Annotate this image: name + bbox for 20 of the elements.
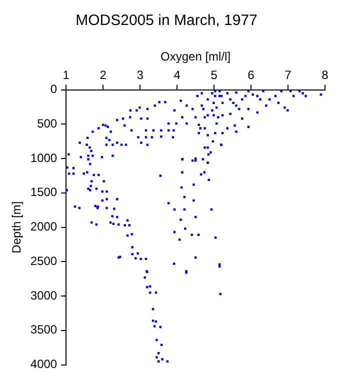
x-tick-label: 3 — [136, 68, 144, 82]
x-tick-label: 2 — [100, 68, 107, 82]
y-tick-label: 2000 — [30, 220, 58, 234]
x-tick-label: 8 — [322, 68, 329, 82]
x-tick-label: 6 — [248, 68, 255, 82]
y-tick-label: 500 — [37, 116, 58, 130]
x-tick-label: 7 — [284, 68, 292, 82]
y-axis-title: Depth [m] — [10, 201, 24, 254]
y-tick-label: 0 — [50, 82, 58, 96]
y-tick-label: 3500 — [30, 322, 58, 337]
x-axis-title: Oxygen [ml/l] — [160, 50, 231, 64]
x-tick-label: 5 — [210, 68, 218, 82]
y-tick-label: 1500 — [30, 185, 58, 200]
x-tick-label: 4 — [174, 68, 181, 82]
chart-title: MODS2005 in March, 1977 — [76, 12, 258, 30]
y-tick-label: 3000 — [30, 288, 58, 302]
x-tick-label: 1 — [62, 68, 70, 82]
y-tick-label: 1000 — [30, 150, 58, 165]
y-tick-label: 4000 — [30, 357, 58, 372]
y-tick-label: 2500 — [30, 254, 58, 268]
